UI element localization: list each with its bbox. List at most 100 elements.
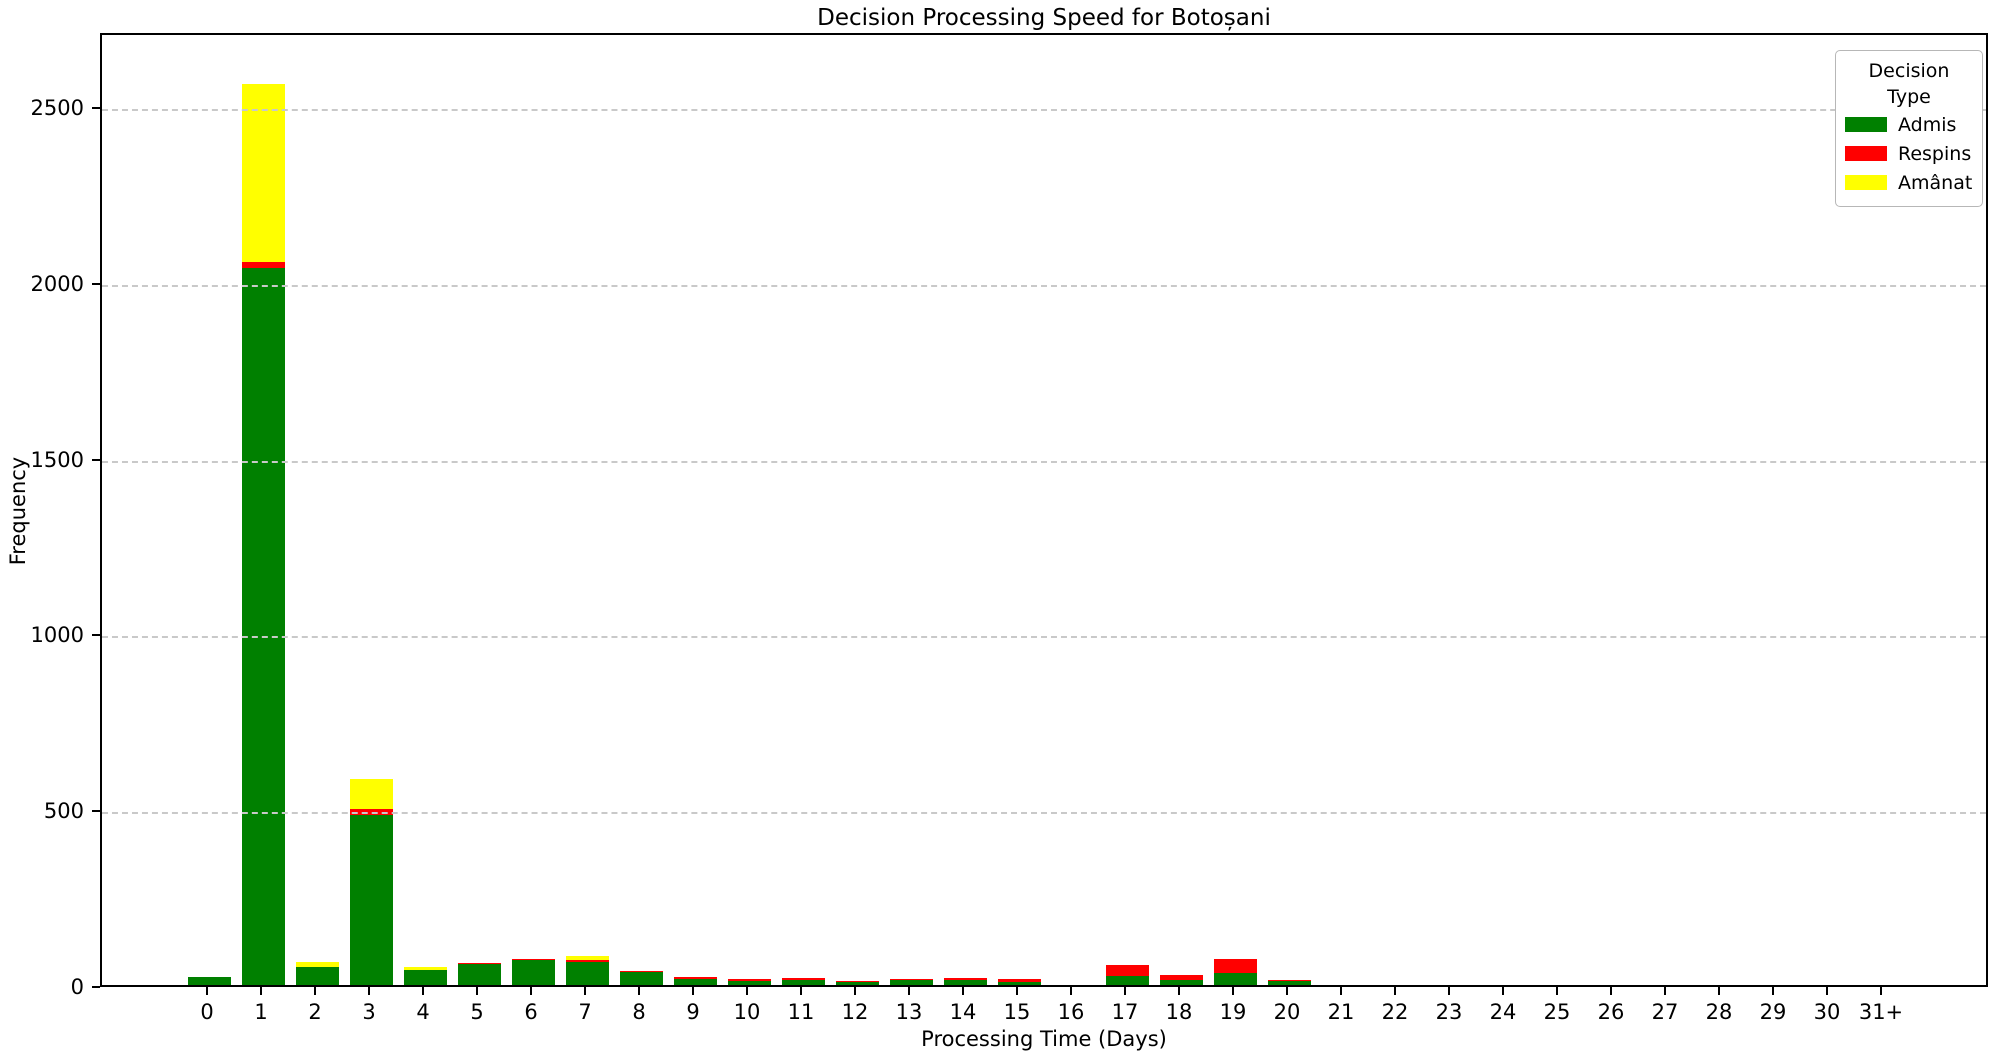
x-tick-label: 6 (524, 1000, 538, 1024)
bar-segment-respins (997, 979, 1041, 983)
bar-segment-admis (1267, 980, 1311, 985)
y-tick-mark (92, 458, 100, 461)
bar-segment-amânat (403, 967, 447, 970)
x-tick-mark (692, 987, 694, 995)
legend-label-amanat: Amânat (1898, 171, 1973, 194)
bar-segment-admis (403, 969, 447, 985)
x-tick-label: 27 (1651, 1000, 1679, 1024)
x-tick-mark (746, 987, 748, 995)
x-tick-label: 24 (1489, 1000, 1517, 1024)
x-axis-label: Processing Time (Days) (921, 1027, 1167, 1051)
bar-segment-respins (1213, 958, 1257, 974)
admis-color-swatch-icon (1845, 117, 1887, 132)
x-tick-label: 14 (949, 1000, 977, 1024)
y-tick-label: 2000 (30, 271, 84, 296)
x-tick-label: 11 (787, 1000, 815, 1024)
bar-segment-admis (781, 979, 825, 985)
bar-segment-admis (565, 962, 609, 985)
x-tick-mark (368, 987, 370, 995)
y-gridline (102, 284, 1986, 287)
x-tick-label: 17 (1111, 1000, 1139, 1024)
y-gridline (102, 812, 1986, 815)
x-tick-mark (530, 987, 532, 995)
x-tick-mark (1826, 987, 1828, 995)
bar-segment-amânat (295, 961, 339, 967)
x-tick-label: 3 (362, 1000, 376, 1024)
x-tick-mark (1070, 987, 1072, 995)
x-tick-mark (800, 987, 802, 995)
bar-segment-admis (187, 976, 231, 985)
x-tick-label: 1 (254, 1000, 268, 1024)
x-tick-label: 10 (733, 1000, 761, 1024)
respins-color-swatch-icon (1845, 146, 1887, 161)
plot-area (100, 33, 1988, 987)
x-tick-mark (1016, 987, 1018, 995)
bar-segment-amânat (565, 956, 609, 961)
bar-segment-amânat (241, 84, 285, 262)
bar-segment-admis (673, 979, 717, 985)
bar-segment-respins (943, 978, 987, 980)
x-tick-mark (1178, 987, 1180, 995)
x-tick-label: 15 (1003, 1000, 1031, 1024)
bar-segment-admis (1159, 980, 1203, 985)
bar-segment-respins (349, 808, 393, 816)
legend-title: Decision Type (1868, 60, 1950, 108)
legend-label-admis: Admis (1898, 113, 1957, 136)
bar-segment-admis (619, 972, 663, 985)
x-tick-mark (854, 987, 856, 995)
x-tick-label: 4 (416, 1000, 430, 1024)
bar-segment-admis (1105, 976, 1149, 985)
legend-item-amanat: Amânat (1845, 168, 1973, 197)
bar-segment-admis (835, 982, 879, 985)
y-tick-mark (92, 634, 100, 637)
chart-title: Decision Processing Speed for Botoșani (817, 5, 1271, 31)
x-tick-label: 2 (308, 1000, 322, 1024)
x-tick-mark (476, 987, 478, 995)
y-tick-label: 2500 (30, 95, 84, 120)
x-tick-mark (314, 987, 316, 995)
bar-segment-respins (889, 979, 933, 981)
y-gridline (102, 636, 1986, 639)
x-tick-mark (1880, 987, 1882, 995)
y-gridline (102, 460, 1986, 463)
y-tick-mark (92, 810, 100, 813)
y-tick-mark (92, 106, 100, 109)
y-tick-mark (92, 282, 100, 285)
x-tick-mark (1610, 987, 1612, 995)
x-tick-label: 5 (470, 1000, 484, 1024)
x-tick-mark (422, 987, 424, 995)
bar-segment-admis (727, 980, 771, 985)
bar-segment-respins (565, 960, 609, 963)
bar-segment-admis (1213, 973, 1257, 985)
x-tick-label: 7 (578, 1000, 592, 1024)
bar-segment-admis (349, 815, 393, 985)
y-tick-label: 1000 (30, 623, 84, 648)
bar-segment-respins (1105, 964, 1149, 977)
x-tick-mark (1124, 987, 1126, 995)
x-tick-mark (1394, 987, 1396, 995)
bar-segment-admis (511, 960, 555, 985)
bar-segment-respins (511, 959, 555, 961)
x-tick-label: 19 (1219, 1000, 1247, 1024)
legend-label-respins: Respins (1898, 142, 1972, 165)
bar-segment-admis (889, 980, 933, 985)
x-tick-label: 23 (1435, 1000, 1463, 1024)
y-axis-label: Frequency (6, 456, 30, 566)
y-tick-mark (92, 986, 100, 988)
bar-segment-respins (619, 970, 663, 973)
bar-segment-admis (997, 982, 1041, 985)
x-tick-mark (1556, 987, 1558, 995)
x-tick-label: 25 (1543, 1000, 1571, 1024)
bar-segment-admis (943, 979, 987, 985)
y-tick-label: 1500 (30, 447, 84, 472)
bar-segment-admis (457, 963, 501, 985)
y-gridline (102, 108, 1986, 111)
x-tick-mark (260, 987, 262, 995)
x-tick-mark (908, 987, 910, 995)
bar-segment-respins (781, 977, 825, 980)
x-tick-mark (584, 987, 586, 995)
x-tick-mark (206, 987, 208, 995)
x-tick-mark (1286, 987, 1288, 995)
x-tick-mark (1502, 987, 1504, 995)
